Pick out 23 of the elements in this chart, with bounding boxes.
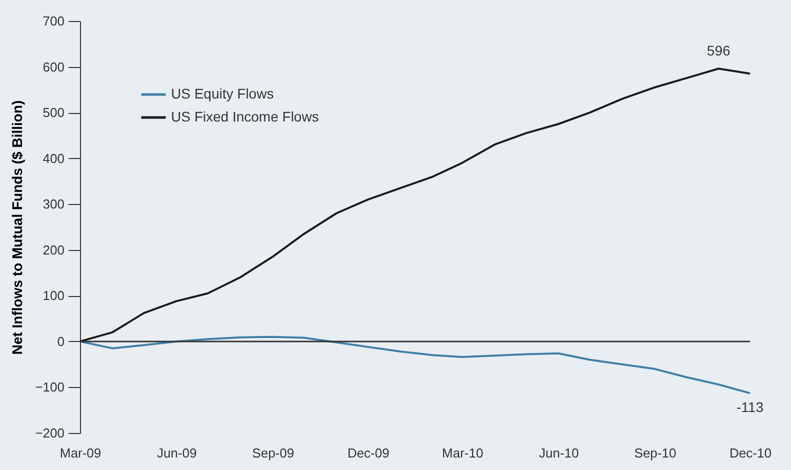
- y-axis-title: Net Inflows to Mutual Funds ($ Billion): [9, 100, 26, 355]
- y-tick-label: 500: [42, 105, 64, 120]
- y-tick-label: 300: [42, 196, 64, 212]
- y-tick-label: 700: [42, 14, 64, 28]
- x-tick-label: Sep-09: [252, 446, 294, 460]
- annotation: -113: [736, 399, 764, 416]
- y-tick-label: 400: [42, 150, 64, 166]
- y-tick-label: 200: [42, 242, 64, 258]
- y-tick-label: −100: [35, 380, 64, 395]
- x-tick-label: Dec-10: [730, 446, 772, 460]
- x-tick-label: Mar-09: [60, 446, 102, 460]
- x-tick-label: Dec-09: [347, 446, 390, 460]
- y-tick-label: 0: [57, 334, 64, 349]
- x-tick-label: Mar-10: [442, 446, 484, 460]
- annotation: 596: [706, 42, 730, 59]
- x-tick-label: Sep-10: [634, 446, 676, 460]
- y-tick-label: 600: [42, 59, 64, 74]
- y-tick-label: −200: [35, 426, 64, 440]
- y-tick-label: 100: [42, 288, 64, 304]
- x-tick-label: Jun-10: [539, 446, 579, 460]
- legend-label: US Equity Flows: [171, 86, 274, 102]
- legend-label: US Fixed Income Flows: [171, 108, 319, 124]
- x-tick-label: Jun-09: [156, 446, 197, 460]
